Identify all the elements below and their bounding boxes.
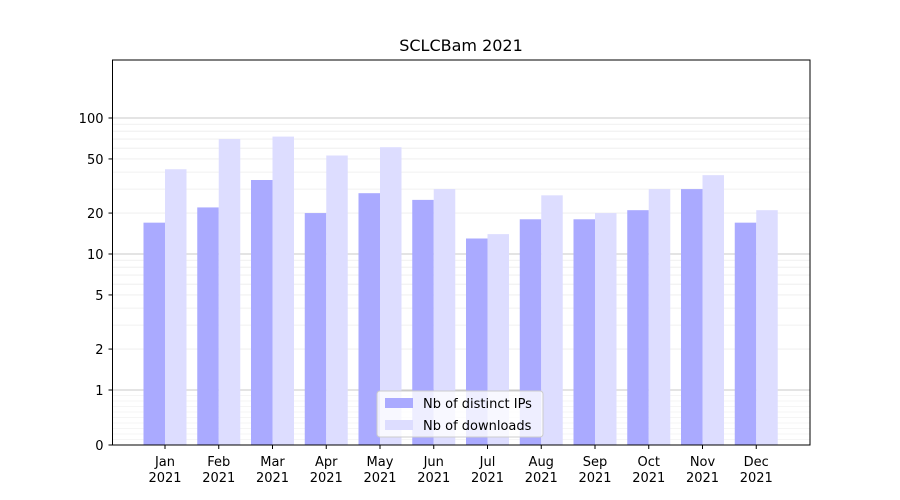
- x-tick-label-month: Feb: [207, 455, 230, 470]
- bar-downloads-aug: [541, 195, 563, 445]
- bar-ips-mar: [251, 180, 273, 445]
- bar-downloads-jun: [433, 189, 456, 445]
- x-tick-label-year: 2021: [471, 471, 504, 486]
- legend-swatch-downloads: [385, 420, 413, 430]
- x-tick-label-month: Oct: [638, 455, 660, 470]
- x-tick-label-year: 2021: [686, 471, 719, 486]
- x-axis: Jan2021Feb2021Mar2021Apr2021May2021Jun20…: [148, 445, 773, 486]
- bar-downloads-dec: [756, 210, 778, 445]
- legend-frame: [376, 390, 544, 438]
- bar-ips-oct: [627, 210, 649, 445]
- x-tick-label-month: Jun: [423, 455, 444, 470]
- y-tick-label: 20: [87, 207, 104, 222]
- x-tick-label-year: 2021: [417, 471, 450, 486]
- bar-ips-jun: [412, 199, 434, 445]
- x-tick-label-month: Jul: [479, 455, 496, 470]
- y-tick-label: 100: [79, 112, 104, 127]
- bar-ips-dec: [734, 222, 757, 445]
- x-tick-label-month: Mar: [260, 455, 285, 470]
- bar-ips-sep: [573, 219, 595, 445]
- y-tick-label: 5: [95, 289, 103, 304]
- x-tick-label-year: 2021: [740, 471, 773, 486]
- bar-downloads-sep: [595, 213, 617, 445]
- bar-downloads-nov: [702, 175, 724, 446]
- bar-ips-nov: [681, 189, 703, 445]
- legend-label-ips: Nb of distinct IPs: [423, 397, 532, 412]
- x-tick-label-year: 2021: [310, 471, 343, 486]
- y-tick-label: 0: [95, 439, 103, 454]
- bar-downloads-may: [380, 147, 402, 446]
- bar-downloads-apr: [326, 155, 348, 445]
- bar-ips-apr: [304, 213, 327, 445]
- x-tick-label-month: Apr: [315, 455, 338, 470]
- plot-frame: [112, 59, 811, 446]
- x-tick-label-month: Nov: [690, 455, 716, 470]
- bar-ips-may: [358, 193, 380, 445]
- x-tick-label-year: 2021: [256, 471, 289, 486]
- x-tick-label-year: 2021: [202, 471, 235, 486]
- legend-label-downloads: Nb of downloads: [423, 419, 532, 434]
- bar-downloads-mar: [272, 136, 294, 446]
- y-axis: 0 1 2 5 10 20 50 100: [79, 112, 113, 454]
- y-tick-label: 10: [87, 248, 104, 263]
- legend-swatch-ips: [385, 398, 413, 408]
- x-tick-label-year: 2021: [578, 471, 611, 486]
- x-tick-label-year: 2021: [525, 471, 558, 486]
- x-tick-label-month: Aug: [529, 455, 554, 470]
- y-tick-label: 2: [95, 343, 103, 358]
- x-tick-label-month: Sep: [583, 455, 608, 470]
- bars: [143, 136, 778, 446]
- x-tick-label-month: Dec: [744, 455, 769, 470]
- y-tick-label: 1: [95, 384, 103, 399]
- bar-downloads-oct: [648, 189, 671, 445]
- y-tick-label: 50: [87, 153, 104, 168]
- x-tick-label-year: 2021: [148, 471, 181, 486]
- x-tick-label-year: 2021: [363, 471, 396, 486]
- chart-title: SCLCBam 2021: [399, 36, 523, 55]
- bar-ips-feb: [197, 207, 219, 445]
- x-tick-label-month: Jan: [154, 455, 175, 470]
- legend: Nb of distinct IPs Nb of downloads: [376, 390, 544, 438]
- bar-ips-jan: [143, 222, 165, 445]
- bar-downloads-jan: [165, 169, 187, 445]
- x-tick-label-year: 2021: [632, 471, 665, 486]
- bar-downloads-feb: [218, 139, 241, 446]
- bar-ips-aug: [519, 219, 542, 445]
- x-tick-label-month: May: [367, 455, 394, 470]
